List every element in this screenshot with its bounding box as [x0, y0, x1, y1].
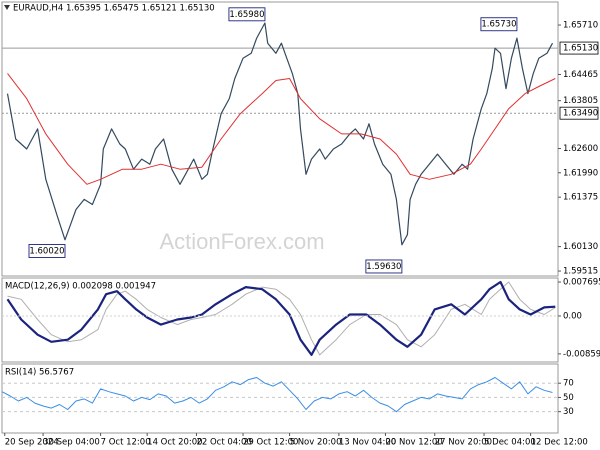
y-tick-label: 0.007695: [563, 278, 600, 288]
panel-title: MACD(12,26,9) 0.002098 0.001947: [5, 282, 156, 292]
annotation-label: 1.65730: [481, 20, 516, 30]
y-tick-label: 1.64465: [563, 70, 598, 80]
series-line: [7, 281, 556, 356]
panel-title: RSI(14) 56.5767: [5, 368, 74, 378]
y-tick-label: 50: [563, 393, 574, 403]
y-tick-label: 1.61990: [563, 168, 598, 178]
series-line: [7, 73, 556, 185]
header-icon: [4, 5, 10, 10]
y-tick-label: 1.65710: [563, 21, 598, 31]
y-tick-label: 30: [563, 407, 574, 417]
x-tick-label: 5 Dec 04:00: [484, 438, 536, 448]
y-tick-label: 1.63805: [563, 96, 598, 106]
header: EURAUD,H4 1.65395 1.65475 1.65121 1.6513…: [13, 4, 215, 14]
y-tick-label: 1.62600: [563, 144, 598, 154]
y-tick-label: 1.59515: [563, 267, 598, 277]
annotation-label: 1.59630: [366, 262, 401, 272]
panel-frame: [1, 277, 559, 363]
price-label-box: [559, 106, 599, 120]
y-tick-label: 1.60130: [563, 242, 598, 252]
price-label: 1.65130: [563, 44, 598, 54]
series-line: [6, 280, 556, 356]
annotation-box: [228, 7, 266, 22]
watermark: ActionForex.com: [159, 229, 324, 254]
x-tick-label: 30 Sep 04:00: [43, 438, 100, 448]
annotation-label: 1.60020: [29, 246, 64, 256]
x-tick-label: 5 Nov 20:00: [290, 438, 342, 448]
series-line: [2, 377, 553, 413]
x-tick-label: 14 Oct 20:00: [147, 438, 202, 448]
panel-frame: [1, 1, 559, 277]
y-tick-label: 0.00: [563, 311, 582, 321]
y-tick-label: -0.008599: [563, 349, 600, 359]
annotation-box: [365, 259, 403, 274]
x-tick-label: 13 Nov 04:00: [339, 438, 396, 448]
annotation-box: [28, 244, 66, 258]
annotation-label: 1.65980: [229, 10, 264, 20]
x-tick-label: 20 Sep 2024: [5, 438, 59, 448]
x-tick-label: 22 Oct 04:00: [196, 438, 251, 448]
x-tick-label: 12 Dec 12:00: [531, 438, 588, 448]
price-label: 1.63490: [563, 109, 598, 119]
x-tick-label: 7 Oct 12:00: [101, 438, 151, 448]
price-label-box: [559, 41, 599, 55]
panel-frame: [1, 363, 559, 434]
x-tick-label: 20 Nov 12:00: [385, 438, 442, 448]
annotation-box: [480, 17, 518, 32]
y-tick-label: 70: [563, 379, 574, 389]
x-tick-label: 29 Oct 12:00: [243, 438, 298, 448]
x-tick-label: 27 Nov 20:00: [435, 438, 492, 448]
y-tick-label: 1.61375: [563, 193, 598, 203]
series-line: [6, 22, 554, 246]
